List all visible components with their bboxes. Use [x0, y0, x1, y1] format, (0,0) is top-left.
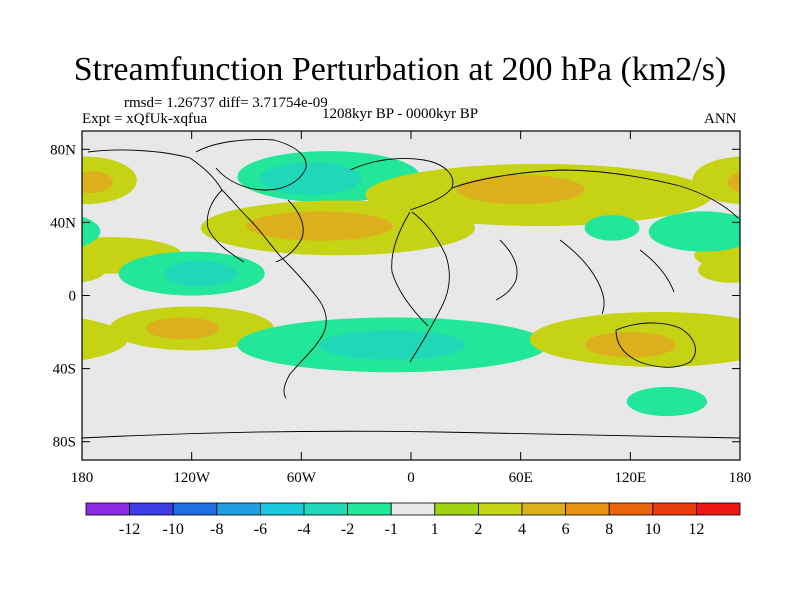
colorbar-swatch: [347, 502, 392, 516]
colorbar-swatch: [608, 502, 654, 516]
colorbar-label: -10: [163, 521, 184, 538]
contour-region-north-indian-low: [584, 215, 640, 241]
colorbar-label: 1: [431, 521, 439, 538]
lon-tick-label: 180: [729, 470, 752, 486]
contour-region-south-pacific-high-core: [145, 317, 220, 340]
lat-tick-label: 0: [69, 289, 77, 305]
contour-region-north-atlantic-greenland-low-core: [259, 162, 362, 195]
contour-region-dateline-east-high: [82, 257, 106, 283]
colorbar-label: -2: [341, 521, 354, 538]
colorbar-label: 12: [688, 521, 704, 538]
experiment-label: Expt = xQfUk-xqfua: [82, 111, 208, 127]
lon-tick-label: 60E: [509, 470, 533, 486]
lon-tick-label: 120E: [614, 470, 646, 486]
colorbar-swatch: [696, 502, 741, 516]
colorbar-label: -6: [254, 521, 267, 538]
lat-tick-label: 40N: [50, 215, 76, 231]
contour-region-north-pacific-high-core: [82, 171, 114, 194]
contour-region-central-america-low: [777, 252, 800, 296]
contour-region-central-asia-high-core: [456, 174, 585, 205]
contour-region-indo-pacific-high-core: [584, 332, 677, 358]
lon-tick-label: 180: [71, 470, 94, 486]
longitude-axis: 180 120W 60W 0 60E 120E 180: [71, 131, 752, 486]
colorbar: -12 -10 -8 -6 -4 -2 -1 1 2 4 6 8 10 12: [85, 502, 741, 538]
colorbar-label: 4: [518, 521, 526, 538]
colorbar-swatch: [565, 502, 610, 516]
colorbar-swatch: [172, 502, 218, 516]
contour-region-dateline-east-high: [697, 257, 740, 283]
latitude-axis: 80N 40N 0 40S 80S: [50, 142, 740, 451]
contour-region-central-america-low-core: [164, 260, 238, 287]
contour-region-subtropical-atlantic-high-core: [246, 211, 393, 241]
colorbar-label: 6: [562, 521, 570, 538]
contour-region-south-pacific-high: [767, 306, 800, 350]
colorbar-swatch: [434, 502, 479, 516]
contour-region-west-pacific-low: [82, 216, 101, 247]
period-label: 1208kyr BP - 0000kyr BP: [322, 106, 479, 122]
colorbar-label: -1: [385, 521, 398, 538]
page-title: Streamfunction Perturbation at 200 hPa (…: [73, 51, 727, 88]
colorbar-swatch: [652, 502, 697, 516]
colorbar-label: 2: [474, 521, 482, 538]
colorbar-swatch: [259, 502, 305, 516]
contour-region-indo-pacific-high: [82, 318, 128, 361]
colorbar-swatch: [303, 502, 348, 516]
lon-tick-label: 0: [407, 470, 415, 486]
lat-tick-label: 40S: [53, 362, 76, 378]
contour-region-west-pacific-low: [648, 211, 740, 252]
colorbar-label: -12: [119, 521, 140, 538]
contour-region-south-ocean-low: [0, 387, 49, 416]
colorbar-swatch: [390, 502, 436, 516]
colorbar-label: -4: [297, 521, 310, 538]
colorbar-label: 10: [645, 521, 661, 538]
contour-region-eurasia-high: [0, 164, 55, 226]
colorbar-label: -8: [210, 521, 223, 538]
contour-region-south-atlantic-low-core: [319, 330, 466, 360]
lat-tick-label: 80S: [53, 435, 76, 451]
rmsd-label: rmsd= 1.26737 diff= 3.71754e-09: [124, 95, 328, 111]
colorbar-label: 8: [605, 521, 613, 538]
lat-tick-label: 80N: [50, 142, 76, 158]
contour-region-north-pacific-high-core: [727, 172, 740, 193]
season-label: ANN: [704, 111, 737, 127]
contour-region-indo-pacific-high-core: [0, 332, 18, 358]
colorbar-swatch: [85, 502, 130, 516]
lon-tick-label: 60W: [287, 470, 317, 486]
colorbar-swatch: [477, 502, 523, 516]
coastlines: [82, 139, 740, 439]
lon-tick-label: 120W: [173, 470, 211, 486]
colorbar-swatch: [129, 502, 174, 516]
contour-region-south-ocean-low: [626, 386, 708, 417]
colorbar-swatch: [521, 502, 566, 516]
colorbar-swatch: [216, 502, 261, 516]
